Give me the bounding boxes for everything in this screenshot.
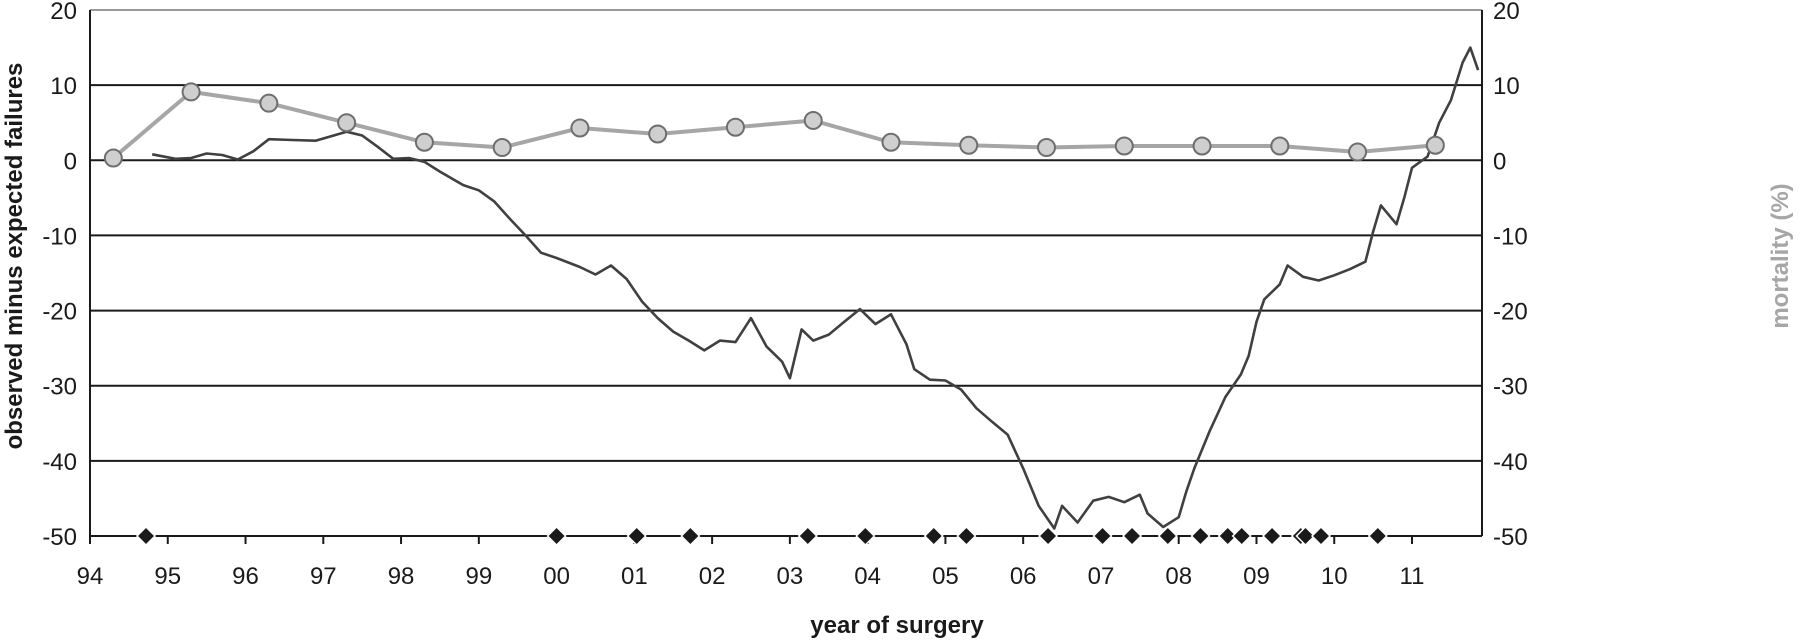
x-tick-label: 06 xyxy=(1010,563,1037,590)
mortality-point xyxy=(1192,136,1212,156)
grid-lines xyxy=(89,9,1483,537)
mortality-point xyxy=(648,124,668,144)
x-tick-label: 94 xyxy=(77,563,104,590)
mortality-point xyxy=(492,138,512,158)
mortality-point xyxy=(570,118,590,138)
y-tick-label-left: 10 xyxy=(50,73,77,100)
right-y-tick-labels: 20 10 0 -10 -20 -30 -40 -50 xyxy=(1493,0,1528,551)
x-tick-label: 05 xyxy=(932,563,959,590)
x-tick-label: 11 xyxy=(1400,563,1425,590)
event-marker xyxy=(1367,525,1388,547)
x-tick-label: 07 xyxy=(1088,563,1115,590)
left-y-axis-title: observed minus expected failures xyxy=(1,63,28,450)
x-tick-label: 00 xyxy=(543,563,570,590)
mortality-point xyxy=(959,135,979,155)
y-tick-label-left: -40 xyxy=(42,449,77,476)
mortality-point xyxy=(414,132,434,152)
y-tick-label-right: -50 xyxy=(1493,524,1528,551)
x-tick-label: 01 xyxy=(621,563,648,590)
mortality-point xyxy=(881,132,901,152)
mortality-line xyxy=(112,89,1436,160)
x-tick-label: 03 xyxy=(777,563,804,590)
y-tick-label-right: -20 xyxy=(1493,299,1528,326)
right-y-axis-title: mortality (%) xyxy=(1767,183,1794,328)
y-tick-label-right: -10 xyxy=(1493,223,1528,250)
mortality-point xyxy=(803,110,823,130)
event-marker xyxy=(546,525,567,547)
x-tick-label: 08 xyxy=(1165,563,1192,590)
event-marker xyxy=(1157,525,1178,547)
mortality-point xyxy=(725,117,745,137)
event-marker xyxy=(626,525,647,547)
event-marker xyxy=(1231,525,1252,547)
left-y-tick-labels: 20 10 0 -10 -20 -30 -40 -50 xyxy=(42,0,77,551)
mortality-point xyxy=(103,148,123,168)
mortality-point xyxy=(1348,142,1368,162)
y-tick-label-left: -50 xyxy=(42,524,77,551)
mortality-point xyxy=(1270,136,1290,156)
x-tick-labels: 94 95 96 97 98 99 00 01 02 03 04 05 06 07 08 09 10 11 xyxy=(77,536,1425,590)
y-tick-label-right: 20 xyxy=(1493,0,1520,25)
x-tick-label: 96 xyxy=(232,563,259,590)
event-marker xyxy=(1310,525,1332,547)
event-marker xyxy=(1190,525,1211,547)
event-marker xyxy=(135,525,157,547)
y-tick-label-right: -30 xyxy=(1493,374,1528,401)
event-marker xyxy=(1261,525,1283,547)
event-marker xyxy=(1295,525,1316,547)
mortality-point xyxy=(1425,135,1445,155)
event-marker xyxy=(680,525,701,547)
x-axis-title: year of surgery xyxy=(810,612,984,639)
cusum-line xyxy=(151,46,1480,530)
x-tick-label: 95 xyxy=(154,563,181,590)
mortality-point xyxy=(337,113,357,133)
y-tick-label-right: 10 xyxy=(1493,73,1520,100)
y-tick-label-left: -30 xyxy=(42,374,77,401)
event-marker xyxy=(1092,525,1113,547)
event-marker xyxy=(1217,525,1238,547)
y-tick-label-right: 0 xyxy=(1493,148,1506,175)
series-layer xyxy=(103,46,1480,530)
event-markers xyxy=(135,525,1388,547)
event-marker xyxy=(1038,525,1059,547)
x-tick-label: 98 xyxy=(388,563,415,590)
y-tick-label-right: -40 xyxy=(1493,449,1528,476)
event-marker xyxy=(923,525,944,547)
x-tick-label: 99 xyxy=(465,563,492,590)
mortality-point xyxy=(181,82,201,102)
event-marker xyxy=(956,525,977,547)
y-tick-label-left: 20 xyxy=(50,0,77,25)
event-marker xyxy=(1121,525,1143,547)
mortality-point xyxy=(1037,138,1057,158)
mortality-point xyxy=(259,93,279,113)
y-tick-label-left: 0 xyxy=(64,148,77,175)
x-tick-label: 02 xyxy=(699,563,726,590)
mortality-point xyxy=(1114,136,1134,156)
x-tick-label: 09 xyxy=(1243,563,1270,590)
x-tick-label: 97 xyxy=(310,563,337,590)
x-tick-label: 10 xyxy=(1321,563,1348,590)
x-tick-label: 04 xyxy=(854,563,881,590)
event-marker xyxy=(797,525,818,547)
y-tick-label-left: -20 xyxy=(42,299,77,326)
event-marker xyxy=(855,525,876,547)
y-tick-label-left: -10 xyxy=(42,223,77,250)
